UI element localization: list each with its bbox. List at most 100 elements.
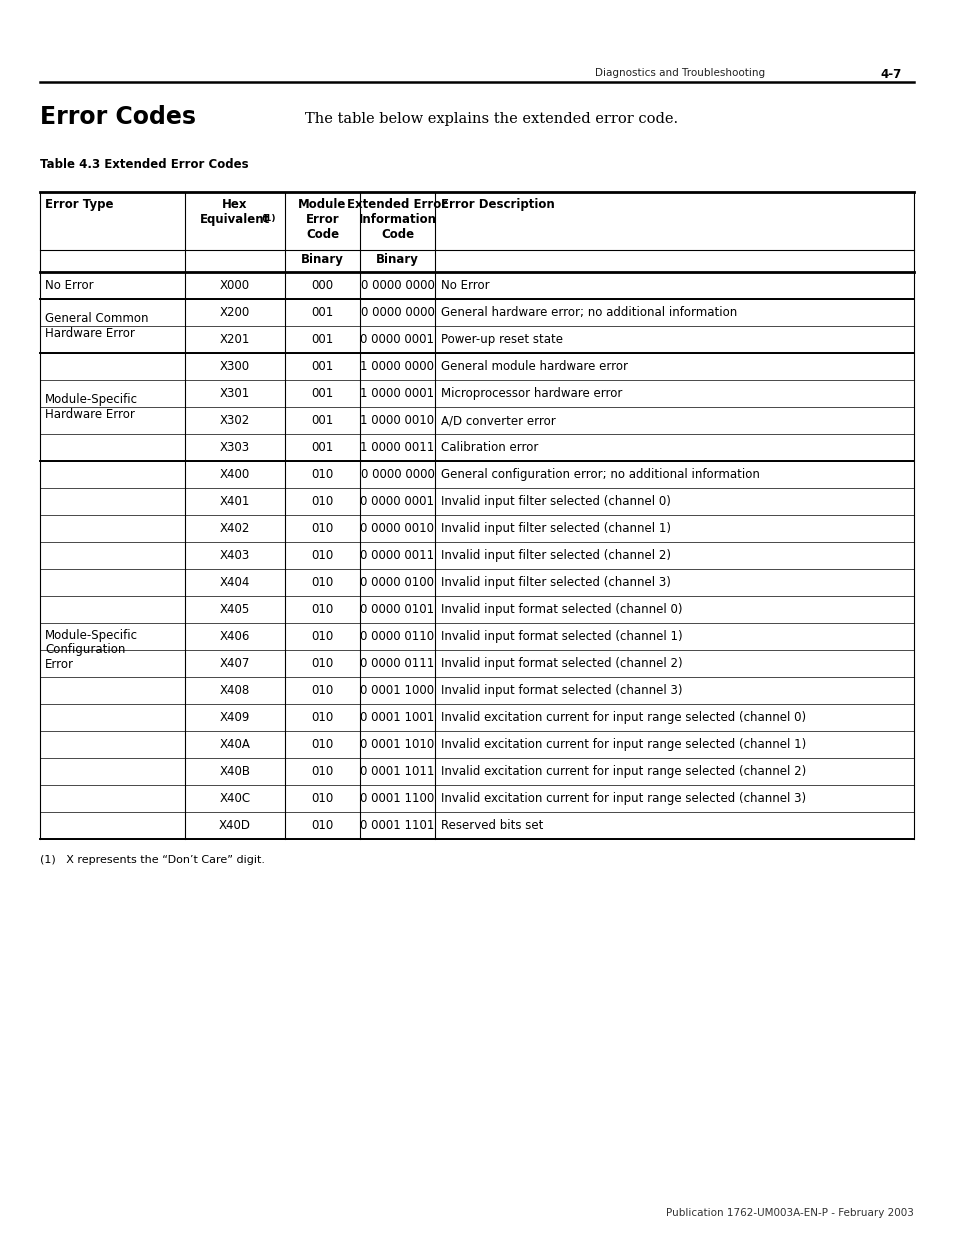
Text: Hex
Equivalent: Hex Equivalent — [200, 198, 270, 226]
Text: 001: 001 — [311, 414, 334, 427]
Text: Module-Specific
Configuration
Error: Module-Specific Configuration Error — [45, 629, 138, 672]
Text: X000: X000 — [220, 279, 250, 291]
Text: Error Codes: Error Codes — [40, 105, 195, 128]
Text: Invalid input format selected (channel 0): Invalid input format selected (channel 0… — [440, 603, 681, 616]
Text: X408: X408 — [219, 684, 250, 697]
Text: 001: 001 — [311, 306, 334, 319]
Text: 010: 010 — [311, 468, 334, 480]
Text: X40A: X40A — [219, 739, 251, 751]
Text: 0 0000 0001: 0 0000 0001 — [360, 333, 434, 346]
Text: 0 0001 1010: 0 0001 1010 — [360, 739, 435, 751]
Text: 001: 001 — [311, 333, 334, 346]
Text: Binary: Binary — [301, 253, 344, 266]
Text: 0 0000 0000: 0 0000 0000 — [360, 306, 434, 319]
Text: 0 0000 0011: 0 0000 0011 — [360, 550, 435, 562]
Text: X405: X405 — [219, 603, 250, 616]
Text: Calibration error: Calibration error — [440, 441, 537, 454]
Text: No Error: No Error — [45, 279, 93, 291]
Text: Invalid input format selected (channel 2): Invalid input format selected (channel 2… — [440, 657, 682, 671]
Text: (1)   X represents the “Don’t Care” digit.: (1) X represents the “Don’t Care” digit. — [40, 855, 265, 864]
Text: 0 0000 0000: 0 0000 0000 — [360, 468, 434, 480]
Text: 0 0000 0111: 0 0000 0111 — [360, 657, 435, 671]
Text: 0 0000 0110: 0 0000 0110 — [360, 630, 435, 643]
Text: Invalid excitation current for input range selected (channel 1): Invalid excitation current for input ran… — [440, 739, 805, 751]
Text: 0 0000 0001: 0 0000 0001 — [360, 495, 434, 508]
Text: 010: 010 — [311, 739, 334, 751]
Text: 4-7: 4-7 — [879, 68, 901, 82]
Text: 0 0000 0000: 0 0000 0000 — [360, 279, 434, 291]
Text: General Common
Hardware Error: General Common Hardware Error — [45, 312, 149, 340]
Text: 0 0001 1100: 0 0001 1100 — [360, 792, 435, 805]
Text: X403: X403 — [219, 550, 250, 562]
Text: 001: 001 — [311, 441, 334, 454]
Text: 010: 010 — [311, 603, 334, 616]
Text: 010: 010 — [311, 711, 334, 724]
Text: X200: X200 — [219, 306, 250, 319]
Text: Module
Error
Code: Module Error Code — [298, 198, 346, 241]
Text: 0 0001 1101: 0 0001 1101 — [360, 819, 435, 832]
Text: 010: 010 — [311, 684, 334, 697]
Text: Invalid excitation current for input range selected (channel 0): Invalid excitation current for input ran… — [440, 711, 805, 724]
Text: 010: 010 — [311, 764, 334, 778]
Text: Invalid excitation current for input range selected (channel 2): Invalid excitation current for input ran… — [440, 764, 805, 778]
Text: Invalid input filter selected (channel 1): Invalid input filter selected (channel 1… — [440, 522, 670, 535]
Text: X300: X300 — [220, 359, 250, 373]
Text: Error Description: Error Description — [440, 198, 554, 211]
Text: 0 0000 0101: 0 0000 0101 — [360, 603, 435, 616]
Text: 0 0000 0010: 0 0000 0010 — [360, 522, 434, 535]
Text: X400: X400 — [219, 468, 250, 480]
Text: X40D: X40D — [219, 819, 251, 832]
Text: 010: 010 — [311, 819, 334, 832]
Text: X409: X409 — [219, 711, 250, 724]
Text: X302: X302 — [219, 414, 250, 427]
Text: X303: X303 — [220, 441, 250, 454]
Text: Invalid input filter selected (channel 2): Invalid input filter selected (channel 2… — [440, 550, 670, 562]
Text: Reserved bits set: Reserved bits set — [440, 819, 543, 832]
Text: X404: X404 — [219, 576, 250, 589]
Text: A/D converter error: A/D converter error — [440, 414, 556, 427]
Text: Binary: Binary — [375, 253, 418, 266]
Text: 1 0000 0000: 1 0000 0000 — [360, 359, 434, 373]
Text: General hardware error; no additional information: General hardware error; no additional in… — [440, 306, 737, 319]
Text: 0 0001 1000: 0 0001 1000 — [360, 684, 435, 697]
Text: X40C: X40C — [219, 792, 251, 805]
Text: Diagnostics and Troubleshooting: Diagnostics and Troubleshooting — [595, 68, 764, 78]
Text: X407: X407 — [219, 657, 250, 671]
Text: Invalid input format selected (channel 3): Invalid input format selected (channel 3… — [440, 684, 681, 697]
Text: Publication 1762-UM003A-EN-P - February 2003: Publication 1762-UM003A-EN-P - February … — [665, 1208, 913, 1218]
Text: Error Type: Error Type — [45, 198, 113, 211]
Text: No Error: No Error — [440, 279, 489, 291]
Text: X301: X301 — [219, 387, 250, 400]
Text: 1 0000 0011: 1 0000 0011 — [360, 441, 435, 454]
Text: 1 0000 0010: 1 0000 0010 — [360, 414, 435, 427]
Text: X401: X401 — [219, 495, 250, 508]
Text: 010: 010 — [311, 657, 334, 671]
Text: Invalid input format selected (channel 1): Invalid input format selected (channel 1… — [440, 630, 682, 643]
Text: 010: 010 — [311, 550, 334, 562]
Text: General module hardware error: General module hardware error — [440, 359, 627, 373]
Text: 001: 001 — [311, 387, 334, 400]
Text: Microprocessor hardware error: Microprocessor hardware error — [440, 387, 621, 400]
Text: 010: 010 — [311, 495, 334, 508]
Text: 001: 001 — [311, 359, 334, 373]
Text: Invalid excitation current for input range selected (channel 3): Invalid excitation current for input ran… — [440, 792, 805, 805]
Text: Power-up reset state: Power-up reset state — [440, 333, 562, 346]
Text: X406: X406 — [219, 630, 250, 643]
Text: Extended Error
Information
Code: Extended Error Information Code — [347, 198, 447, 241]
Text: 010: 010 — [311, 576, 334, 589]
Text: 010: 010 — [311, 522, 334, 535]
Text: General configuration error; no additional information: General configuration error; no addition… — [440, 468, 760, 480]
Text: (1): (1) — [261, 214, 275, 224]
Text: The table below explains the extended error code.: The table below explains the extended er… — [305, 112, 678, 126]
Text: 000: 000 — [311, 279, 334, 291]
Text: X201: X201 — [219, 333, 250, 346]
Text: X402: X402 — [219, 522, 250, 535]
Text: 0 0000 0100: 0 0000 0100 — [360, 576, 434, 589]
Text: Invalid input filter selected (channel 0): Invalid input filter selected (channel 0… — [440, 495, 670, 508]
Text: Module-Specific
Hardware Error: Module-Specific Hardware Error — [45, 393, 138, 421]
Text: Invalid input filter selected (channel 3): Invalid input filter selected (channel 3… — [440, 576, 670, 589]
Text: X40B: X40B — [219, 764, 251, 778]
Text: 010: 010 — [311, 630, 334, 643]
Text: 0 0001 1011: 0 0001 1011 — [360, 764, 435, 778]
Text: 0 0001 1001: 0 0001 1001 — [360, 711, 435, 724]
